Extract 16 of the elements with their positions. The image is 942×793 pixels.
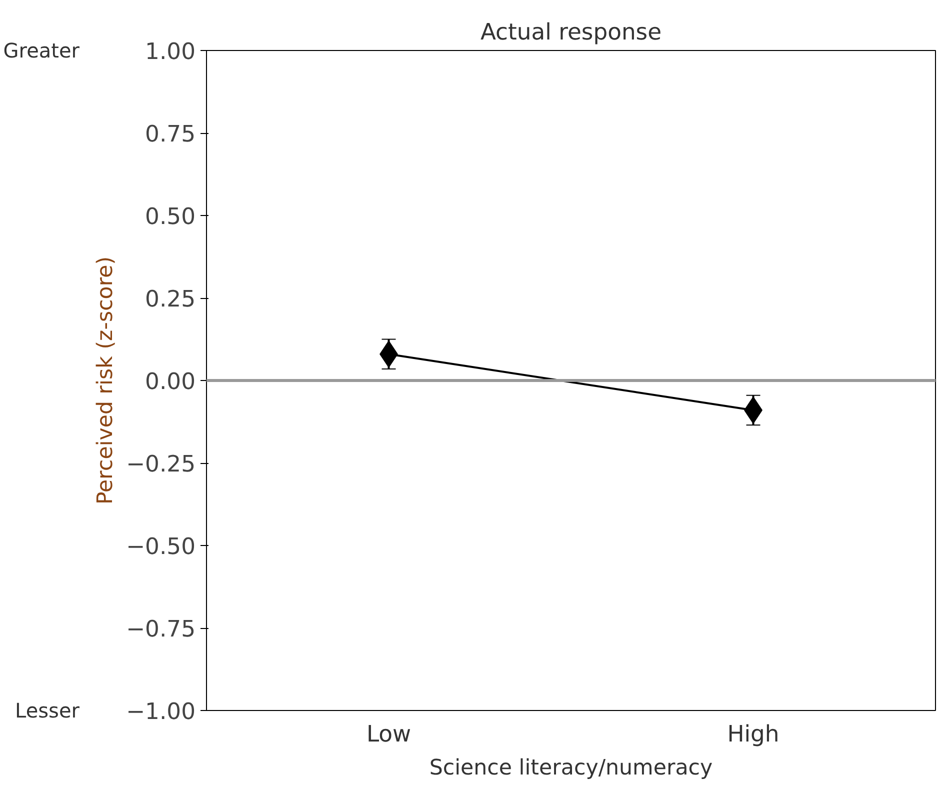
y-tick-label: 0.50 xyxy=(145,204,196,230)
x-tick-label: High xyxy=(727,722,780,748)
text: Lesser xyxy=(15,698,80,722)
chart-title: Actual response xyxy=(480,20,662,46)
text: Greater xyxy=(3,38,80,62)
y-tick-label: −1.00 xyxy=(126,699,196,725)
y-axis-title: Perceived risk (z-score) xyxy=(93,256,118,505)
y-tick-label: 0.00 xyxy=(145,369,196,395)
y-tick-label: −0.50 xyxy=(126,534,196,560)
y-tick-label: −0.75 xyxy=(126,616,196,642)
y-tick-label: 1.00 xyxy=(145,39,196,65)
x-axis-title: Science literacy/numeracy xyxy=(429,756,713,780)
y-tick-label: 0.75 xyxy=(145,122,196,148)
y-tick-label: −0.25 xyxy=(126,452,196,478)
y-tick-label: 0.25 xyxy=(145,286,196,312)
x-tick-label: Low xyxy=(366,722,412,748)
